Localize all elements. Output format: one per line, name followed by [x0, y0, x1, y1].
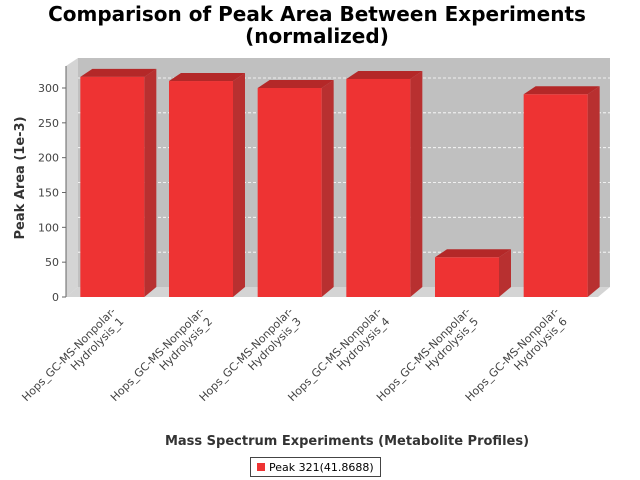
- bar-top: [80, 68, 157, 77]
- bar-front: [435, 257, 499, 297]
- bar: [257, 80, 334, 297]
- bar-side: [321, 80, 334, 297]
- bar: [523, 86, 600, 298]
- x-tick-label: Hops_GC-MS-Nonpolar-: [374, 305, 473, 404]
- x-tick-label: Hops_GC-MS-Nonpolar-: [463, 305, 562, 404]
- plot-left-wall: [66, 58, 78, 297]
- bar-front: [169, 81, 233, 298]
- bar: [80, 68, 157, 297]
- bar-front: [523, 94, 588, 298]
- bar-side: [144, 68, 157, 297]
- x-axis-title: Mass Spectrum Experiments (Metabolite Pr…: [165, 434, 529, 449]
- bar-front: [257, 88, 322, 297]
- y-tick-label: 300: [38, 82, 59, 95]
- legend-swatch: [257, 463, 265, 471]
- bar-front: [346, 78, 411, 298]
- x-tick-label: Hops_GC-MS-Nonpolar-: [19, 305, 118, 404]
- legend-label: Peak 321(41.8688): [269, 460, 374, 474]
- y-tick-label: 250: [38, 117, 59, 130]
- bar-side: [233, 73, 245, 298]
- bar-side: [499, 249, 511, 297]
- chart-subtitle: (normalized): [245, 24, 389, 48]
- x-tick-label: Hops_GC-MS-Nonpolar-: [108, 305, 207, 404]
- bar-side: [410, 70, 423, 298]
- x-axis-labels: Hops_GC-MS-Nonpolar-Hydrolysis_1Hops_GC-…: [19, 305, 569, 404]
- bar-top: [435, 249, 511, 258]
- gridlines: [78, 77, 610, 253]
- bar-front: [80, 76, 145, 297]
- bars: [80, 68, 600, 298]
- y-axis: 0 50 100 150 200 250 300: [38, 66, 67, 304]
- y-tick-label: 50: [45, 256, 59, 269]
- y-tick-label: 200: [38, 152, 59, 165]
- bar: [435, 249, 511, 297]
- x-tick-label: Hops_GC-MS-Nonpolar-: [197, 305, 296, 404]
- bar-top: [169, 73, 245, 82]
- x-tick-label: Hops_GC-MS-Nonpolar-: [285, 305, 384, 404]
- legend: Peak 321(41.8688): [250, 457, 381, 477]
- y-tick-label: 100: [38, 221, 59, 234]
- bar-top: [257, 80, 334, 88]
- bar-top: [523, 86, 600, 95]
- bar: [346, 70, 423, 298]
- y-tick-label: 150: [38, 187, 59, 200]
- bar: [169, 73, 245, 298]
- chart-title: Comparison of Peak Area Between Experime…: [48, 2, 586, 26]
- bar-side: [587, 86, 600, 298]
- bar-top: [346, 70, 423, 79]
- y-tick-label: 0: [52, 291, 59, 304]
- y-axis-title: Peak Area (1e-3): [13, 116, 28, 239]
- plot-background: [78, 58, 610, 287]
